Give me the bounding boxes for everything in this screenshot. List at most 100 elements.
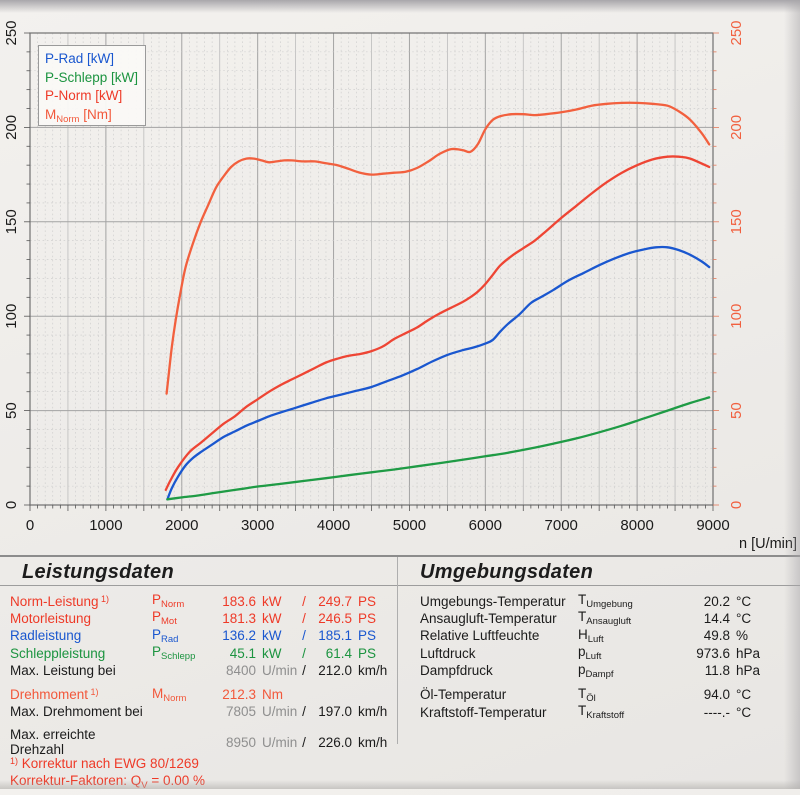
photo-edge-shadow-right xyxy=(784,0,800,789)
dyno-chart-section: 0 1000 2000 3000 4000 5000 6000 7000 8000 9000 n [… xyxy=(3,20,797,552)
symbol-cell: TÖl xyxy=(578,685,596,704)
y-tick-label-right: 250 xyxy=(728,20,745,45)
curve-m-norm-nm- xyxy=(165,101,711,395)
symbol-cell: PMot xyxy=(152,609,177,628)
unit-cell: PS xyxy=(358,610,377,626)
value-cell: 11.8 xyxy=(704,663,730,679)
symbol-cell: TUmgebung xyxy=(578,592,633,610)
symbol-cell: PRad xyxy=(152,626,179,645)
photo-edge-shadow-bottom xyxy=(0,780,800,789)
symbol-cell: PSchlepp xyxy=(152,644,196,663)
y-tick-label-left: 100 xyxy=(3,304,20,329)
x-axis-unit-label: n [U/min] xyxy=(739,536,797,552)
unit-cell: U/min xyxy=(262,704,298,720)
y-tick-label-left: 0 xyxy=(3,501,20,509)
unit-cell: kW xyxy=(262,645,282,661)
umgebungsdaten-rows: Umgebungs-Temperatur TUmgebung 20.2 °C Ansau… xyxy=(398,586,800,721)
x-tick-label: 7000 xyxy=(545,517,578,534)
slash-cell: / xyxy=(302,704,306,720)
slash-cell: / xyxy=(302,628,306,644)
table-row: Umgebungs-Temperatur TUmgebung 20.2 °C xyxy=(398,592,800,610)
y-tick-label-right: 50 xyxy=(728,402,745,419)
value-cell: 246.5 xyxy=(318,610,352,626)
unit-cell: km/h xyxy=(358,734,388,750)
value-cell: 94.0 xyxy=(703,687,730,703)
row-label: Relative Luftfeuchte xyxy=(420,628,540,644)
row-label: Max. erreichte Drehzahl xyxy=(10,727,96,758)
table-row: Dampfdruck pDampf 11.8 hPa xyxy=(398,661,800,680)
y-tick-label-right: 150 xyxy=(728,209,745,234)
row-label: Max. Leistung bei xyxy=(10,662,116,678)
y-tick-label-left: 250 xyxy=(3,20,20,45)
unit-cell: kW xyxy=(262,593,282,609)
unit-cell: Nm xyxy=(262,687,283,703)
unit-cell: kW xyxy=(262,610,282,626)
symbol-cell: pDampf xyxy=(578,661,614,680)
value-cell: 181.3 xyxy=(222,610,256,626)
curve-p-rad-kw- xyxy=(166,245,711,501)
value-cell: 183.6 xyxy=(222,593,256,609)
table-row: Kraftstoff-Temperatur TKraftstoff ----.- °C xyxy=(398,703,800,722)
x-tick-label: 5000 xyxy=(393,517,426,534)
y-tick-label-left: 150 xyxy=(3,209,20,234)
table-row: Motorleistung PMot 181.3 kW / 246.5 PS xyxy=(0,609,397,628)
x-tick-label: 8000 xyxy=(620,517,653,534)
x-tick-label: 6000 xyxy=(469,517,502,534)
x-tick-label: 3000 xyxy=(241,517,274,534)
table-row: Radleistung PRad 136.2 kW / 185.1 PS xyxy=(0,626,397,645)
unit-cell: km/h xyxy=(358,704,388,720)
symbol-cell: pLuft xyxy=(578,644,602,663)
slash-cell: / xyxy=(302,593,306,609)
row-label: Öl-Temperatur xyxy=(420,687,507,703)
slash-cell: / xyxy=(302,734,306,750)
row-label: Drehmoment 1) xyxy=(10,687,99,703)
row-label: Dampfdruck xyxy=(420,663,493,679)
value-cell: 45.1 xyxy=(229,645,256,661)
y-tick-label-right: 100 xyxy=(728,304,745,329)
value-cell: 226.0 xyxy=(318,734,352,750)
row-label: Umgebungs-Temperatur xyxy=(420,593,566,609)
unit-cell: hPa xyxy=(736,663,761,679)
unit-cell: °C xyxy=(736,687,752,703)
unit-cell: % xyxy=(736,628,749,644)
unit-cell: km/h xyxy=(358,662,388,678)
table-row: Relative Luftfeuchte HLuft 49.8% xyxy=(398,627,800,645)
table-row: Schleppleistung PSchlepp 45.1 kW / 61.4 PS xyxy=(0,644,397,663)
data-tables-section: Leistungsdaten Norm-Leistung 1) PNorm 183.… xyxy=(0,555,800,791)
legend-item-m-norm: MNorm [Nm] xyxy=(45,106,112,125)
slash-cell: / xyxy=(302,610,306,626)
table-row: Luftdruck pLuft 973.6 hPa xyxy=(398,644,800,663)
y-tick-label-left: 50 xyxy=(3,402,20,419)
symbol-cell: PNorm xyxy=(152,592,185,610)
table-row: Max. erreichte Drehzahl 8950 U/min/ 226.0 km… xyxy=(0,727,397,757)
x-tick-label: 2000 xyxy=(165,517,198,534)
value-cell: 20.2 xyxy=(703,593,730,609)
table-row: Max. Drehmoment bei 7805 U/min/ 197.0 km/h xyxy=(0,703,397,720)
value-cell: 249.7 xyxy=(318,593,352,609)
x-tick-label: 4000 xyxy=(317,517,350,534)
x-tick-label: 1000 xyxy=(89,517,122,534)
curve-p-norm-kw- xyxy=(164,155,711,492)
umgebungsdaten-title: Umgebungsdaten xyxy=(398,557,800,586)
row-label: Ansaugluft-Temperatur xyxy=(420,610,557,626)
unit-cell: PS xyxy=(358,593,377,609)
value-cell: 49.8 xyxy=(703,628,730,644)
value-cell: 973.6 xyxy=(696,645,730,661)
row-label: Kraftstoff-Temperatur xyxy=(420,704,547,720)
unit-cell: U/min xyxy=(262,734,298,750)
symbol-cell: TAnsaugluft xyxy=(578,609,632,628)
table-row: Drehmoment 1) MNorm 212.3 Nm xyxy=(0,686,397,704)
value-cell: 136.2 xyxy=(222,628,256,644)
curve-p-schlepp-kw- xyxy=(166,396,711,501)
table-row: Norm-Leistung 1) PNorm 183.6 kW / 249.7 PS xyxy=(0,592,397,610)
y-tick-label-left: 200 xyxy=(3,115,20,140)
leistungsdaten-table: Leistungsdaten Norm-Leistung 1) PNorm 183.… xyxy=(0,557,397,795)
value-cell: 212.0 xyxy=(318,662,352,678)
slash-cell: / xyxy=(302,645,306,661)
y-tick-label-right: 200 xyxy=(728,115,745,140)
symbol-cell: TKraftstoff xyxy=(578,703,625,722)
value-cell: 197.0 xyxy=(318,704,352,720)
unit-cell: °C xyxy=(736,610,752,626)
unit-cell: °C xyxy=(736,593,752,609)
